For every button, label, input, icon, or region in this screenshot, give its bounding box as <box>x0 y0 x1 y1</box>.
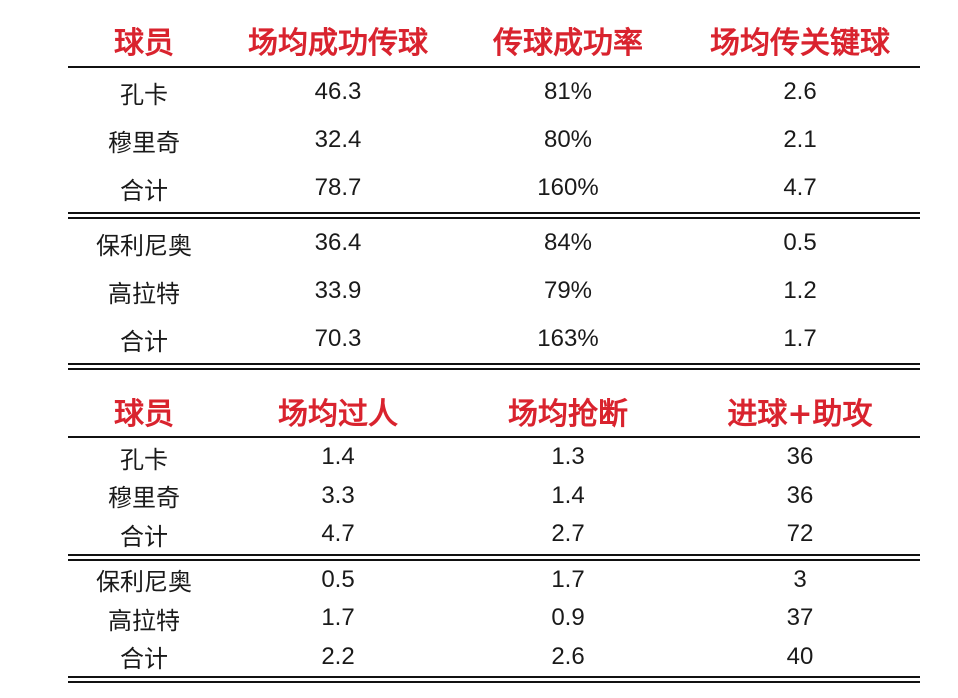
header-player: 球员 <box>114 26 174 61</box>
header-key-passes: 场均传关键球 <box>710 26 890 61</box>
player-name: 高拉特 <box>108 279 180 308</box>
cell-value: 78.7 <box>314 174 362 201</box>
cell-value: 1.3 <box>551 443 585 471</box>
dribble-tackle-stats-table: 球员 场均过人 场均抢断 进球+助攻 孔卡 1.4 1.3 36 穆里奇 3.3… <box>68 386 920 683</box>
total-label: 合计 <box>120 645 168 674</box>
table-header: 球员 场均过人 场均抢断 进球+助攻 <box>68 386 920 436</box>
table-bottom-rule <box>68 676 920 683</box>
cell-value: 84% <box>543 229 593 256</box>
player-name: 高拉特 <box>108 606 180 635</box>
table-row: 高拉特 1.7 0.9 37 <box>68 599 920 638</box>
cell-value: 2.6 <box>551 642 585 670</box>
cell-value: 0.5 <box>783 229 817 256</box>
passing-stats-table: 球员 场均成功传球 传球成功率 场均传关键球 孔卡 46.3 81% 2.6 穆… <box>68 14 920 370</box>
cell-value: 2.6 <box>783 78 817 105</box>
player-name: 保利尼奥 <box>96 568 192 597</box>
total-row: 合计 2.2 2.6 40 <box>68 638 920 677</box>
player-name: 孔卡 <box>120 445 168 474</box>
header-pass-accuracy: 传球成功率 <box>493 26 643 61</box>
cell-value: 72 <box>786 520 814 548</box>
table-row: 孔卡 46.3 81% 2.6 <box>68 68 920 116</box>
player-name: 穆里奇 <box>108 128 180 157</box>
cell-value: 4.7 <box>783 174 817 201</box>
group-divider <box>68 212 920 219</box>
cell-value: 37 <box>786 604 814 632</box>
total-label: 合计 <box>120 327 168 356</box>
cell-value: 163% <box>537 325 599 352</box>
cell-value: 46.3 <box>314 78 362 105</box>
cell-value: 0.9 <box>551 604 585 632</box>
cell-value: 79% <box>543 277 593 304</box>
cell-value: 2.2 <box>321 642 355 670</box>
table-row: 孔卡 1.4 1.3 36 <box>68 438 920 477</box>
cell-value: 1.7 <box>551 565 585 593</box>
header-tackles: 场均抢断 <box>508 397 628 432</box>
player-name: 保利尼奥 <box>96 231 192 260</box>
cell-value: 2.1 <box>783 126 817 153</box>
total-row: 合计 4.7 2.7 72 <box>68 515 920 554</box>
header-dribbles: 场均过人 <box>278 397 398 432</box>
cell-value: 32.4 <box>314 126 362 153</box>
cell-value: 1.4 <box>321 443 355 471</box>
total-label: 合计 <box>120 522 168 551</box>
cell-value: 70.3 <box>314 325 362 352</box>
table-row: 穆里奇 3.3 1.4 36 <box>68 477 920 516</box>
cell-value: 81% <box>543 78 593 105</box>
cell-value: 1.4 <box>551 481 585 509</box>
cell-value: 36 <box>786 481 814 509</box>
header-player: 球员 <box>114 397 174 432</box>
cell-value: 3.3 <box>321 481 355 509</box>
cell-value: 40 <box>786 642 814 670</box>
table-row: 高拉特 33.9 79% 1.2 <box>68 267 920 315</box>
cell-value: 36 <box>786 443 814 471</box>
cell-value: 36.4 <box>314 229 362 256</box>
table-header: 球员 场均成功传球 传球成功率 场均传关键球 <box>68 14 920 66</box>
total-row: 合计 70.3 163% 1.7 <box>68 315 920 363</box>
total-row: 合计 78.7 160% 4.7 <box>68 164 920 212</box>
header-successful-passes: 场均成功传球 <box>248 26 428 61</box>
header-rule <box>68 66 920 68</box>
table-bottom-rule <box>68 363 920 370</box>
cell-value: 0.5 <box>321 565 355 593</box>
cell-value: 1.7 <box>783 325 817 352</box>
table-row: 保利尼奥 36.4 84% 0.5 <box>68 219 920 267</box>
player-name: 孔卡 <box>120 80 168 109</box>
cell-value: 3 <box>793 565 807 593</box>
cell-value: 160% <box>537 174 599 201</box>
group-divider <box>68 553 920 561</box>
total-label: 合计 <box>120 176 168 205</box>
cell-value: 2.7 <box>551 520 585 548</box>
cell-value: 1.2 <box>783 277 817 304</box>
cell-value: 33.9 <box>314 277 362 304</box>
cell-value: 1.7 <box>321 604 355 632</box>
header-goals-assists: 进球+助攻 <box>727 397 873 432</box>
table-row: 穆里奇 32.4 80% 2.1 <box>68 116 920 164</box>
player-name: 穆里奇 <box>108 484 180 513</box>
header-rule <box>68 436 920 438</box>
cell-value: 80% <box>543 126 593 153</box>
table-row: 保利尼奥 0.5 1.7 3 <box>68 561 920 600</box>
cell-value: 4.7 <box>321 520 355 548</box>
